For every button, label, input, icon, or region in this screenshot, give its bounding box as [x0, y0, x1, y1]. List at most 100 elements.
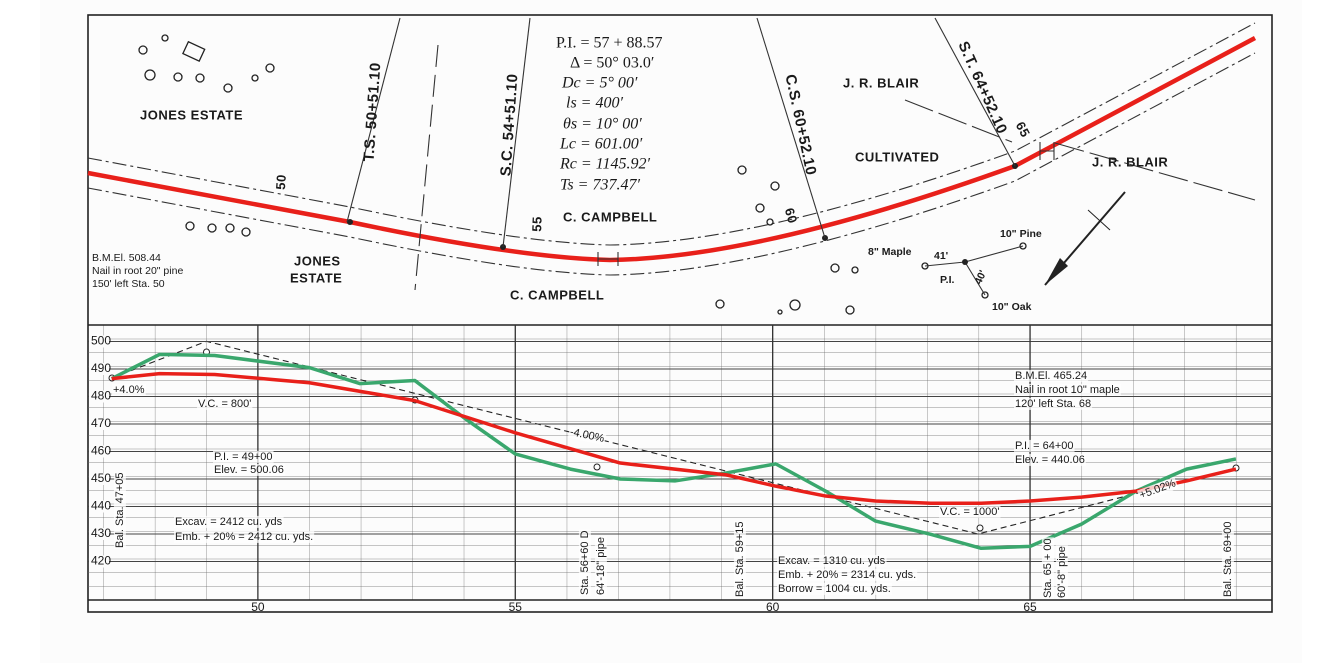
pi-point	[962, 259, 968, 265]
profile-annotation: Nail in root 10" maple	[1015, 384, 1120, 396]
bench-mark: 150' left Sta. 50	[92, 278, 165, 290]
annotation-bg	[939, 505, 1001, 518]
st-line	[934, 17, 1016, 167]
annotation-bg	[1014, 369, 1089, 382]
annotation-bg	[1136, 476, 1179, 502]
sheet-frame	[87, 14, 1273, 613]
tie-label: 10" Oak	[992, 301, 1032, 313]
x-tick-label: 60	[766, 600, 780, 614]
annotation-bg	[113, 471, 126, 549]
profile-annotation: Elev. = 440.06	[1015, 454, 1085, 466]
tick-label-bg	[89, 473, 109, 485]
tie-label: P.I.	[940, 274, 954, 286]
y-tick-label: 460	[91, 444, 111, 458]
tick-label-bg	[89, 390, 109, 403]
annotation-bg	[567, 425, 607, 446]
x-tick-label: 50	[251, 600, 265, 614]
land-use: CULTIVATED	[855, 149, 939, 164]
tick-label-bg	[89, 363, 109, 375]
annotation-bg	[112, 383, 146, 396]
width-markers	[597, 142, 1055, 266]
owner-label: C. CAMPBELL	[563, 209, 657, 224]
annotation-bg	[197, 397, 253, 410]
cs-line	[756, 17, 826, 239]
grade-tangents	[111, 340, 1237, 535]
profile-annotation: V.C. = 800'	[198, 398, 251, 410]
y-tick-label: 480	[91, 389, 111, 403]
ground-line	[110, 352, 1237, 551]
curve-data: ls = 400′	[566, 95, 623, 112]
profile-annotation: Borrow = 1004 cu. yds.	[778, 583, 891, 595]
x-tick-label: 65	[1023, 600, 1037, 614]
y-tick-label: 420	[91, 554, 111, 568]
profile-annotation: Elev. = 500.06	[214, 464, 284, 476]
owner-label: J. R. BLAIR	[1092, 154, 1168, 169]
station-number: 55	[529, 216, 545, 232]
tick-label-bg	[89, 555, 109, 568]
annotation-bg	[213, 463, 285, 476]
y-tick-label: 490	[91, 361, 111, 375]
annotation-bg	[594, 536, 607, 596]
grade-line	[111, 371, 1237, 505]
curve-station: T.S. 50+51.10	[361, 62, 385, 162]
y-tick-label: 440	[91, 499, 111, 513]
ts-line	[346, 17, 401, 223]
profile-annotation: 60'-8" pipe	[1056, 546, 1068, 598]
annotation-bg	[1041, 537, 1054, 599]
tick-label-bg	[89, 500, 109, 513]
profile-annotation: P.I. = 64+00	[1015, 440, 1074, 452]
owner-label: JONES ESTATE	[140, 107, 243, 122]
curve-data: Ts = 737.47′	[560, 177, 640, 194]
profile-annotation: V.C. = 1000'	[940, 506, 1000, 518]
sc-line	[502, 17, 531, 248]
curve-data: Δ = 50° 03.0′	[570, 55, 654, 72]
profile-annotation: 64'-18" pipe	[595, 537, 607, 595]
annotation-bg	[213, 450, 274, 463]
annotation-bg	[174, 530, 315, 543]
pi-ties	[924, 245, 1024, 296]
tie-label: 40'	[972, 269, 989, 287]
centerline	[87, 36, 1257, 263]
bench-mark: Nail in root 20" pine	[92, 265, 183, 277]
owner-label: J. R. BLAIR	[843, 75, 919, 90]
annotation-bg	[777, 582, 892, 595]
tie-label: 8" Maple	[868, 246, 912, 258]
y-tick-label: 450	[91, 471, 111, 485]
north-arrow	[1044, 191, 1126, 286]
profile-annotation: Excav. = 2412 cu. yds	[175, 516, 283, 528]
tick-label-bg	[89, 528, 109, 540]
owner-label: C. CAMPBELL	[510, 287, 604, 302]
bench-mark: B.M.El. 508.44	[92, 252, 161, 264]
annotation-bg	[733, 520, 746, 598]
annotation-bg	[578, 529, 591, 596]
curve-data: Lc = 601.00′	[559, 136, 643, 153]
station-number: 65	[1013, 119, 1034, 140]
station-number: 60	[782, 206, 801, 225]
profile-annotation: 120' left Sta. 68	[1015, 398, 1091, 410]
profile-annotation: Emb. + 20% = 2314 cu. yds.	[778, 569, 916, 581]
station-number: 50	[273, 174, 289, 190]
y-tick-label: 430	[91, 526, 111, 540]
profile-annotation: Bal. Sta. 47+05	[114, 472, 126, 548]
profile-annotation: Sta. 65 + 00	[1042, 538, 1054, 598]
y-tick-label: 470	[91, 416, 111, 430]
curve-data: Rc = 1145.92′	[559, 156, 650, 173]
profile-annotation: Excav. = 1310 cu. yds	[778, 555, 886, 567]
annotation-bg	[1055, 545, 1068, 599]
curve-data: Dc = 5° 00′	[561, 75, 638, 92]
owner-label: ESTATE	[290, 270, 342, 285]
profile-annotation: B.M.El. 465.24	[1015, 370, 1087, 382]
annotation-bg	[1014, 453, 1086, 466]
property-line	[904, 99, 1013, 143]
y-tick-label: 500	[91, 334, 111, 348]
property-line	[1054, 142, 1256, 201]
annotation-bg	[777, 554, 887, 567]
annotation-bg	[777, 568, 918, 581]
tick-label-bg	[89, 418, 109, 430]
tick-label-bg	[89, 335, 109, 348]
profile-annotation: P.I. = 49+00	[214, 451, 273, 463]
profile-annotation: Emb. + 20% = 2412 cu. yds.	[175, 531, 313, 543]
annotation-bg	[1221, 520, 1234, 598]
curve-data: P.I. = 57 + 88.57	[556, 35, 663, 52]
